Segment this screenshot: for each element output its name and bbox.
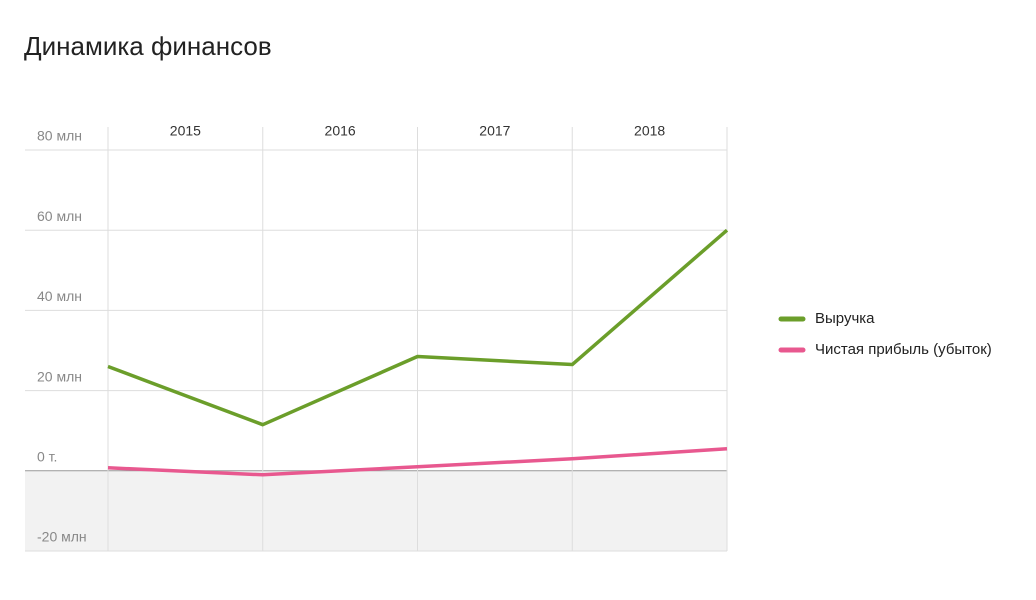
y-tick-label: 60 млн: [37, 208, 82, 224]
legend-label: Чистая прибыль (убыток): [815, 341, 992, 358]
y-tick-label: -20 млн: [37, 529, 87, 545]
legend-label: Выручка: [815, 310, 875, 327]
series-line: [107, 446, 728, 477]
chart-title: Динамика финансов: [24, 31, 272, 61]
y-tick-label: 80 млн: [37, 128, 82, 144]
x-tick-label: 2017: [479, 123, 510, 139]
negative-area: [25, 470, 727, 551]
y-tick-label: 0 т.: [37, 449, 57, 465]
x-tick-label: 2018: [634, 123, 665, 139]
y-tick-label: 40 млн: [37, 288, 82, 304]
x-tick-label: 2016: [325, 123, 356, 139]
x-tick-label: 2015: [170, 123, 201, 139]
series-line: [107, 228, 729, 427]
y-tick-label: 20 млн: [37, 368, 82, 384]
